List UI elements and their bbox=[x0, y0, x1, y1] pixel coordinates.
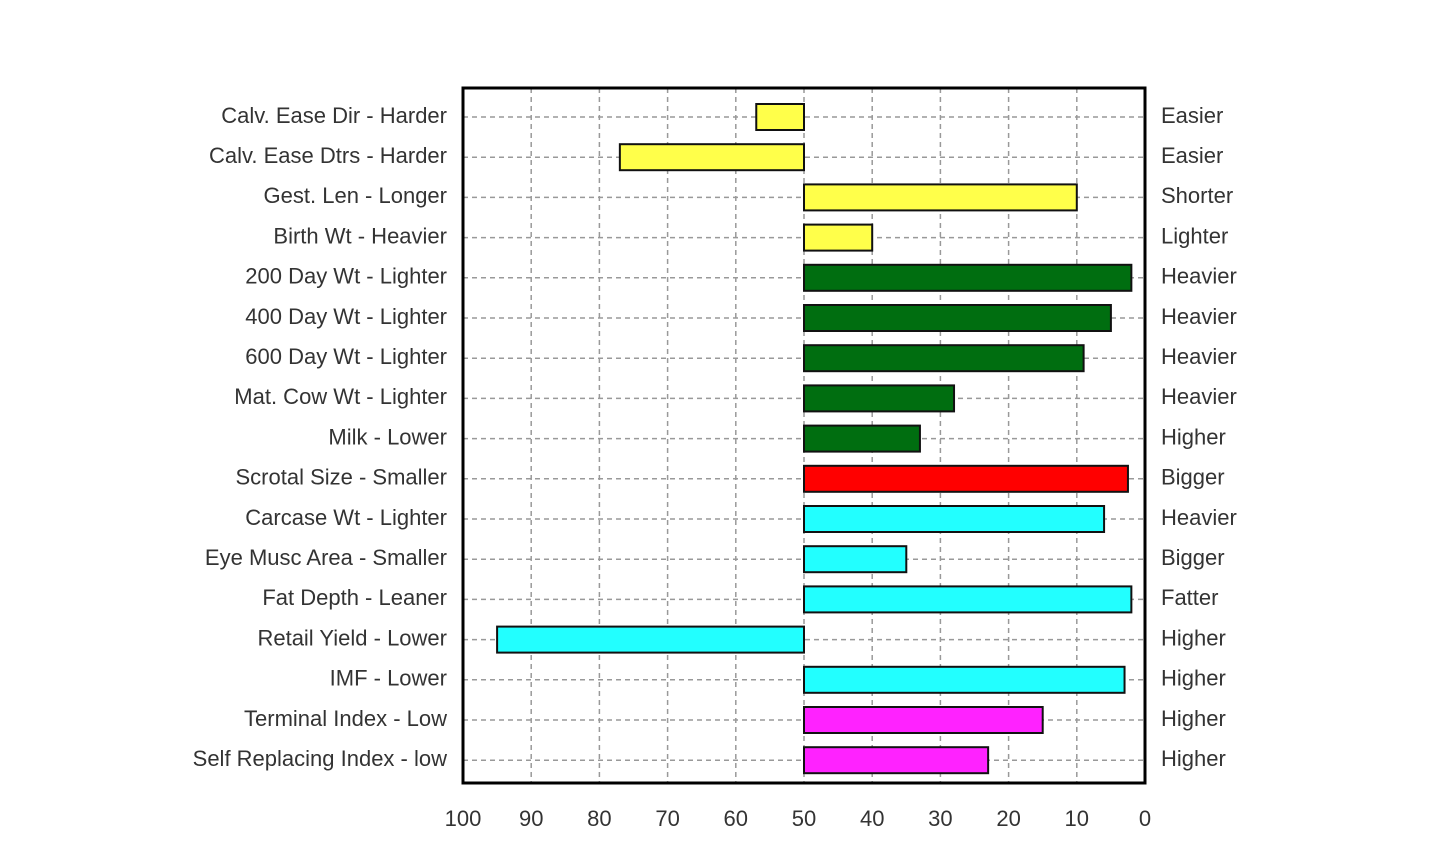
bar bbox=[803, 706, 1044, 734]
right-label: Easier bbox=[1161, 143, 1223, 168]
bar bbox=[803, 464, 1129, 493]
x-tick-label: 70 bbox=[655, 806, 679, 831]
bar bbox=[618, 143, 805, 172]
right-label: Heavier bbox=[1161, 344, 1237, 369]
category-label: Carcase Wt - Lighter bbox=[245, 505, 447, 530]
right-label: Higher bbox=[1161, 424, 1226, 449]
category-label: Fat Depth - Leaner bbox=[262, 585, 447, 610]
right-label: Bigger bbox=[1161, 545, 1225, 570]
bar bbox=[496, 625, 805, 654]
right-label: Fatter bbox=[1161, 585, 1218, 610]
bar bbox=[803, 545, 908, 574]
x-tick-label: 10 bbox=[1065, 806, 1089, 831]
x-tick-label: 50 bbox=[792, 806, 816, 831]
category-label: 600 Day Wt - Lighter bbox=[245, 344, 447, 369]
right-label: Heavier bbox=[1161, 264, 1237, 289]
right-label: Higher bbox=[1161, 625, 1226, 650]
right-label: Bigger bbox=[1161, 465, 1225, 490]
category-label: IMF - Lower bbox=[330, 666, 447, 691]
category-label: Terminal Index - Low bbox=[244, 706, 447, 731]
bar bbox=[803, 384, 956, 413]
right-label: Heavier bbox=[1161, 304, 1237, 329]
x-tick-label: 60 bbox=[724, 806, 748, 831]
plot-frame bbox=[461, 86, 1147, 785]
right-label: Higher bbox=[1161, 746, 1226, 771]
bar bbox=[803, 304, 1112, 332]
category-label: Scrotal Size - Smaller bbox=[235, 465, 447, 490]
category-label: Milk - Lower bbox=[328, 424, 447, 449]
right-label: Shorter bbox=[1161, 183, 1233, 208]
right-label: Higher bbox=[1161, 666, 1226, 691]
x-tick-label: 20 bbox=[996, 806, 1020, 831]
right-label: Easier bbox=[1161, 103, 1223, 128]
x-tick-label: 40 bbox=[860, 806, 884, 831]
category-label: 200 Day Wt - Lighter bbox=[245, 264, 447, 289]
bar bbox=[803, 263, 1133, 292]
bar bbox=[803, 505, 1106, 533]
right-label: Higher bbox=[1161, 706, 1226, 731]
category-label: 400 Day Wt - Lighter bbox=[245, 304, 447, 329]
bar bbox=[803, 424, 921, 453]
bar bbox=[803, 183, 1078, 212]
bar bbox=[803, 223, 874, 252]
x-tick-label: 80 bbox=[587, 806, 611, 831]
x-tick-label: 30 bbox=[928, 806, 952, 831]
bar bbox=[803, 665, 1126, 694]
category-label: Birth Wt - Heavier bbox=[273, 223, 447, 248]
category-label: Eye Musc Area - Smaller bbox=[205, 545, 447, 570]
x-tick-label: 90 bbox=[519, 806, 543, 831]
bar bbox=[803, 746, 990, 775]
category-label: Retail Yield - Lower bbox=[257, 625, 447, 650]
right-label: Heavier bbox=[1161, 505, 1237, 530]
category-label: Gest. Len - Longer bbox=[264, 183, 447, 208]
bar bbox=[803, 585, 1133, 614]
category-label: Mat. Cow Wt - Lighter bbox=[234, 384, 447, 409]
right-label: Heavier bbox=[1161, 384, 1237, 409]
category-label: Self Replacing Index - low bbox=[193, 746, 447, 771]
bar bbox=[803, 344, 1085, 373]
category-label: Calv. Ease Dtrs - Harder bbox=[209, 143, 447, 168]
x-tick-label: 100 bbox=[445, 806, 482, 831]
x-tick-label: 0 bbox=[1139, 806, 1151, 831]
category-label: Calv. Ease Dir - Harder bbox=[221, 103, 447, 128]
bar bbox=[755, 103, 806, 131]
right-label: Lighter bbox=[1161, 223, 1228, 248]
